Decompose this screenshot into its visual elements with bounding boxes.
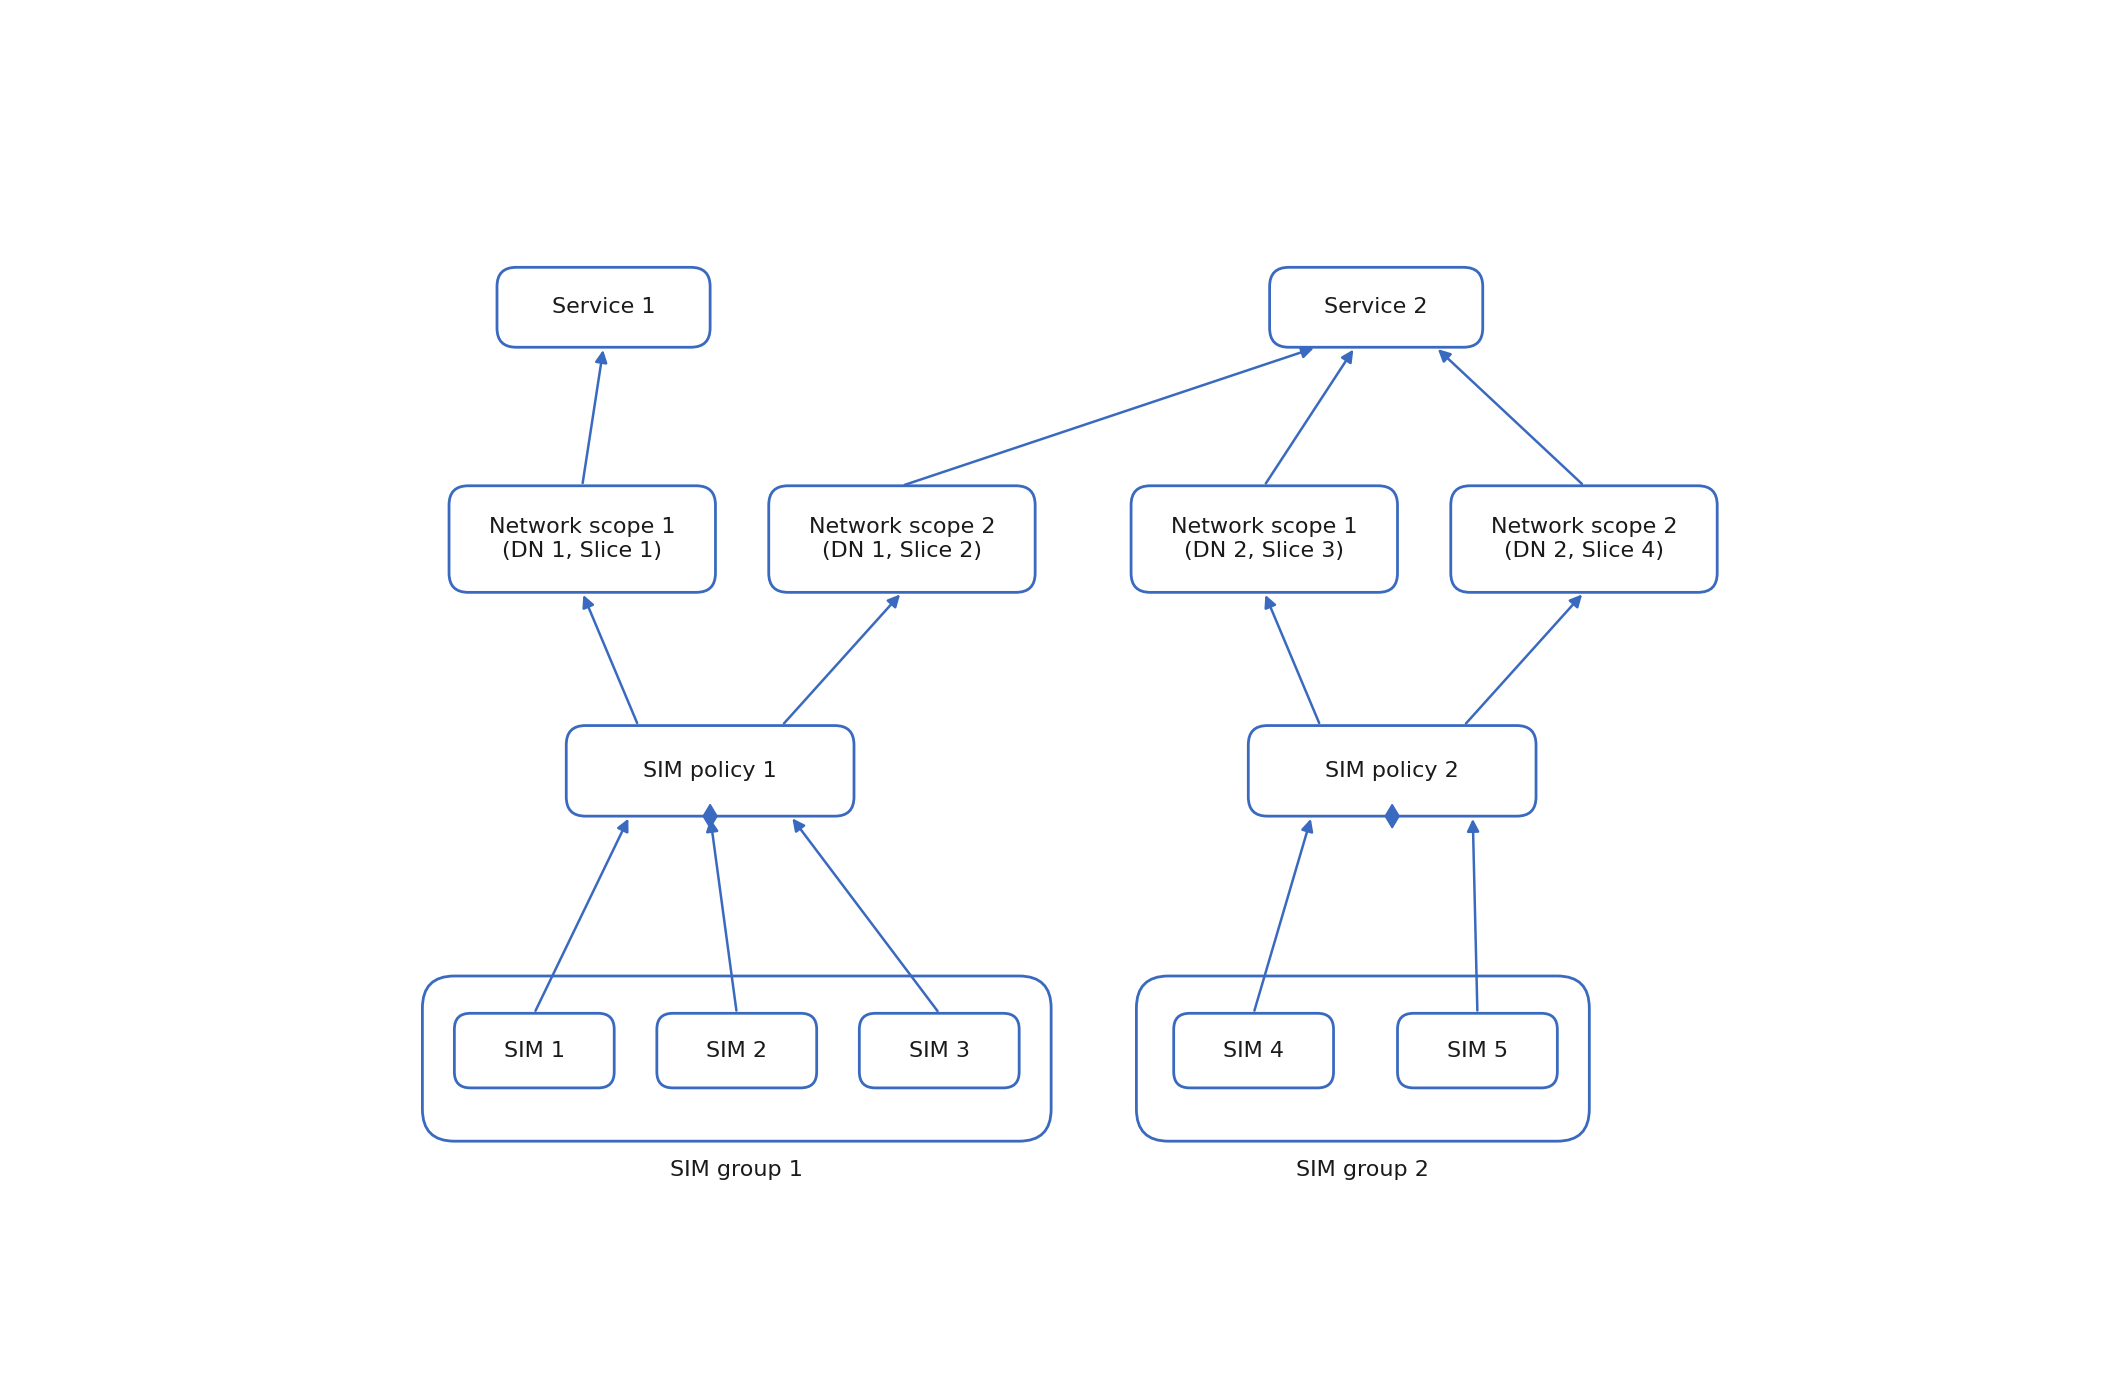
Text: Network scope 1
(DN 1, Slice 1): Network scope 1 (DN 1, Slice 1) [490,518,675,561]
FancyBboxPatch shape [1136,976,1590,1142]
Text: Service 2: Service 2 [1325,298,1428,317]
Text: SIM 4: SIM 4 [1224,1041,1285,1060]
Text: SIM group 1: SIM group 1 [671,1160,803,1181]
Text: Network scope 1
(DN 2, Slice 3): Network scope 1 (DN 2, Slice 3) [1171,518,1359,561]
FancyBboxPatch shape [1451,486,1718,592]
FancyBboxPatch shape [1270,267,1483,347]
FancyBboxPatch shape [566,725,854,817]
FancyBboxPatch shape [770,486,1035,592]
Polygon shape [702,804,717,828]
Text: SIM policy 1: SIM policy 1 [644,761,776,781]
FancyBboxPatch shape [1249,725,1535,817]
Text: SIM group 2: SIM group 2 [1295,1160,1430,1181]
FancyBboxPatch shape [496,267,711,347]
FancyBboxPatch shape [860,1013,1020,1088]
FancyBboxPatch shape [656,1013,816,1088]
FancyBboxPatch shape [423,976,1052,1142]
Text: SIM 5: SIM 5 [1447,1041,1508,1060]
FancyBboxPatch shape [1398,1013,1558,1088]
FancyBboxPatch shape [1173,1013,1333,1088]
Text: SIM 2: SIM 2 [707,1041,768,1060]
FancyBboxPatch shape [450,486,715,592]
Text: Network scope 2
(DN 2, Slice 4): Network scope 2 (DN 2, Slice 4) [1491,518,1678,561]
Text: SIM 1: SIM 1 [505,1041,566,1060]
FancyBboxPatch shape [1131,486,1398,592]
Text: Service 1: Service 1 [551,298,656,317]
Text: SIM policy 2: SIM policy 2 [1325,761,1459,781]
Text: SIM 3: SIM 3 [908,1041,969,1060]
FancyBboxPatch shape [454,1013,614,1088]
Polygon shape [1386,804,1398,828]
Text: Network scope 2
(DN 1, Slice 2): Network scope 2 (DN 1, Slice 2) [810,518,995,561]
